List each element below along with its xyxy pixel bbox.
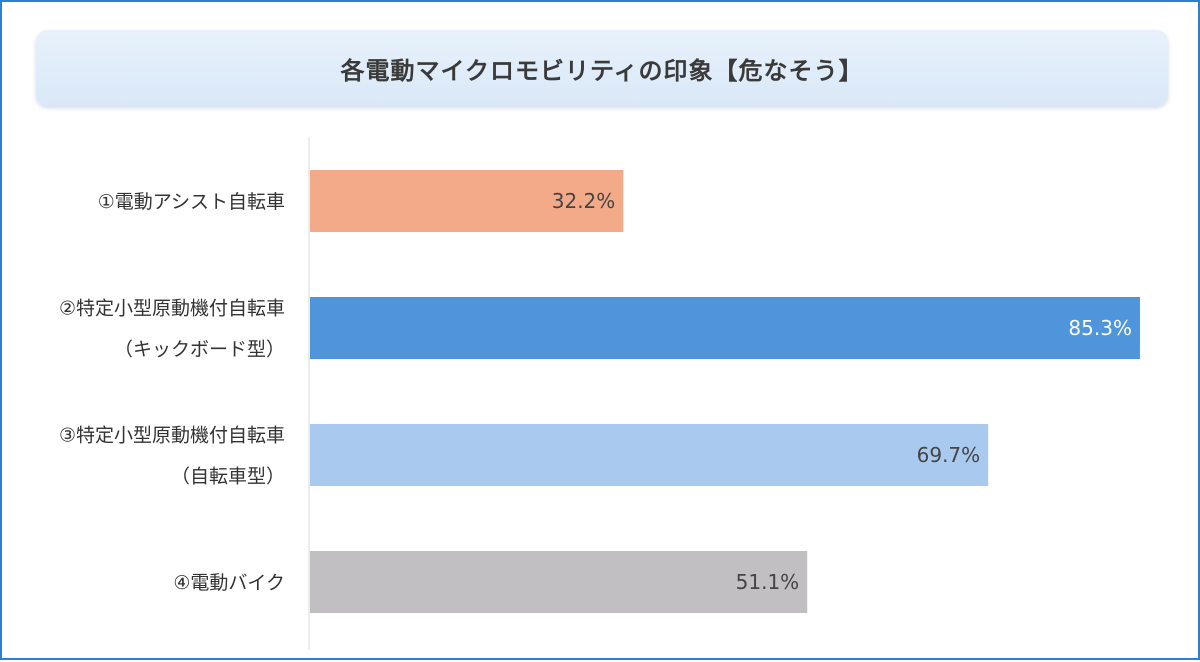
category-label-2-line-1: ②特定小型原動機付自転車 xyxy=(59,298,285,320)
bar-4 xyxy=(310,551,808,613)
category-label-1: ①電動アシスト自転車 xyxy=(98,191,285,213)
category-label-3-line-2: （自転車型） xyxy=(171,466,285,488)
category-label-2-line-2: （キックボード型） xyxy=(114,339,285,361)
value-label-1: 32.2% xyxy=(552,189,616,213)
bars-group: 32.2% ①電動アシスト自転車 85.3% ②特定小型原動機付自転車 （キックボード型… xyxy=(59,170,1140,613)
category-label-3-line-1: ③特定小型原動機付自転車 xyxy=(59,425,285,447)
bar-2 xyxy=(310,297,1140,359)
value-label-2: 85.3% xyxy=(1068,316,1132,340)
value-label-4: 51.1% xyxy=(736,570,800,594)
value-label-3: 69.7% xyxy=(917,443,981,467)
bar-1 xyxy=(310,170,624,232)
chart-title-banner: 各電動マイクロモビリティの印象【危なそう】 xyxy=(36,30,1168,106)
category-label-4: ④電動バイク xyxy=(173,572,285,594)
bar-3 xyxy=(310,424,989,486)
chart-title: 各電動マイクロモビリティの印象【危なそう】 xyxy=(340,56,864,85)
